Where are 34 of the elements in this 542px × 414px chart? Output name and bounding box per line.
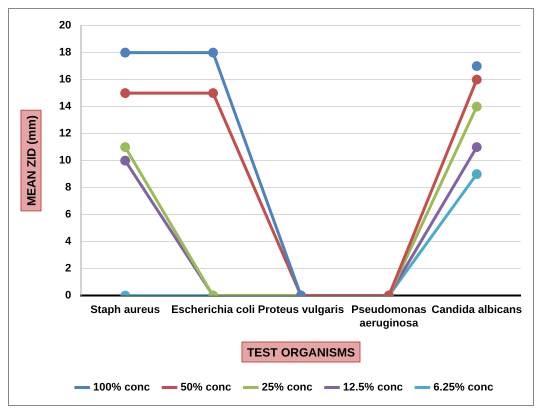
point <box>120 156 130 166</box>
y-tick-label: 14 <box>58 100 72 113</box>
point <box>472 142 482 152</box>
legend-label: 6.25% conc <box>433 382 494 394</box>
y-tick-label: 4 <box>65 236 72 248</box>
y-axis-title: MEAN ZID (mm) <box>24 115 38 206</box>
y-tick-label: 12 <box>58 128 72 140</box>
legend-label: 12.5% conc <box>343 382 403 394</box>
point <box>120 142 130 152</box>
x-tick-label: Candida albicans <box>432 304 522 316</box>
y-tick-label: 2 <box>65 262 72 275</box>
point <box>208 88 218 98</box>
y-tick-label: 6 <box>65 208 72 221</box>
legend-label: 50% conc <box>180 382 232 394</box>
point <box>120 48 130 58</box>
point <box>472 102 482 112</box>
y-tick-label: 18 <box>58 46 72 59</box>
y-tick-label: 10 <box>58 154 72 167</box>
y-tick-label: 0 <box>65 290 72 302</box>
legend-label: 25% conc <box>262 382 313 394</box>
y-tick-label: 16 <box>58 74 72 86</box>
x-tick-label: Escherichia coli <box>171 304 255 316</box>
point <box>472 61 482 72</box>
point <box>472 74 482 85</box>
legend-label: 100% conc <box>93 382 150 394</box>
y-tick-label: 8 <box>65 182 72 194</box>
y-tick-label: 20 <box>58 20 72 32</box>
x-tick-label: Pseudomonas aeruginosa <box>351 304 426 330</box>
x-tick-label: Proteus vulgaris <box>258 304 344 316</box>
point <box>472 169 482 180</box>
point <box>120 88 130 98</box>
x-axis-title: TEST ORGANISMS <box>246 345 355 360</box>
point <box>208 48 218 58</box>
x-tick-label: Staph aureus <box>90 304 160 316</box>
